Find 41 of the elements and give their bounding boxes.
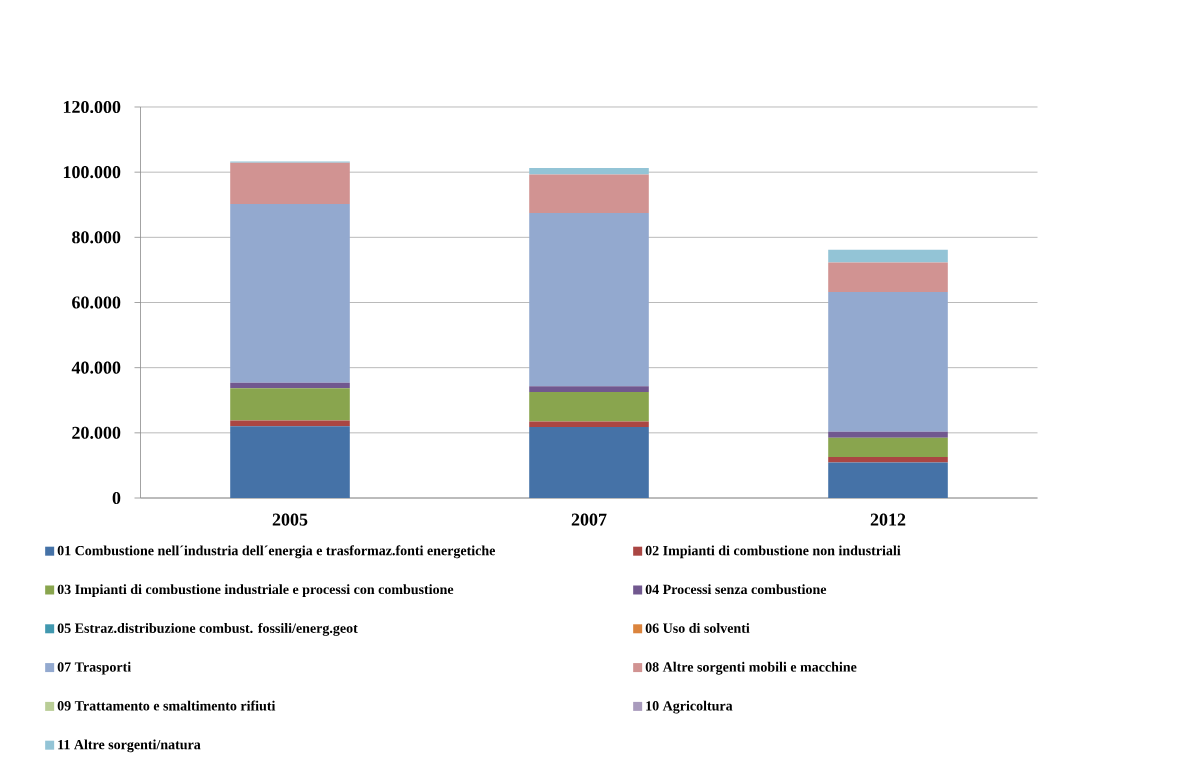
legend-label: 07 Trasporti	[57, 661, 131, 675]
legend-label: 06 Uso di solventi	[645, 623, 750, 633]
bar	[529, 386, 649, 393]
bar	[828, 292, 948, 432]
x-tick-label: 2007	[571, 513, 607, 526]
bar	[230, 426, 350, 498]
bar	[828, 249, 948, 263]
legend-label: 02 Impianti di combustione non industriali	[645, 545, 901, 559]
legend-label: 01 Combustione nell´industria dell´energia e trasformaz.fonti energetiche	[57, 545, 496, 559]
legend-label: 09 Trattamento e smaltimento rifiuti	[57, 700, 276, 711]
legend-label: 05 Estraz.distribuzione combust. fossili/energ.geot	[57, 622, 358, 636]
bar	[230, 382, 350, 389]
y-tick-label: 20.000	[72, 426, 121, 439]
bar	[230, 204, 350, 383]
bar	[529, 167, 649, 175]
x-tick-label: 2005	[272, 513, 308, 526]
legend-label: 08 Altre sorgenti mobili e macchine	[645, 661, 857, 675]
bar	[230, 420, 350, 427]
bar	[230, 388, 350, 421]
y-tick-label: 40.000	[71, 361, 121, 374]
bar	[230, 162, 350, 205]
y-tick-label: 0	[112, 491, 121, 505]
bar	[529, 421, 649, 427]
bar	[529, 212, 649, 387]
legend-label: 03 Impianti di combustione industriale e processi con combustione	[57, 584, 454, 597]
legend-label: 10 Agricoltura	[646, 700, 733, 714]
y-tick-label: 60.000	[72, 296, 121, 309]
y-tick-label: 100.000	[63, 166, 121, 179]
legend-label: 11 Altre sorgenti/natura	[58, 739, 201, 753]
x-tick-label: 2012	[870, 513, 906, 526]
bar	[828, 456, 948, 463]
bar	[828, 262, 948, 293]
y-tick-label: 80.000	[72, 231, 121, 244]
bar	[529, 392, 649, 422]
bar	[828, 437, 948, 457]
bar	[828, 431, 948, 438]
y-tick-label: 120.000	[63, 100, 121, 114]
bar	[828, 462, 948, 498]
bar	[529, 174, 649, 213]
legend-label: 04 Processi senza combustione	[645, 584, 827, 595]
bar	[529, 426, 649, 498]
